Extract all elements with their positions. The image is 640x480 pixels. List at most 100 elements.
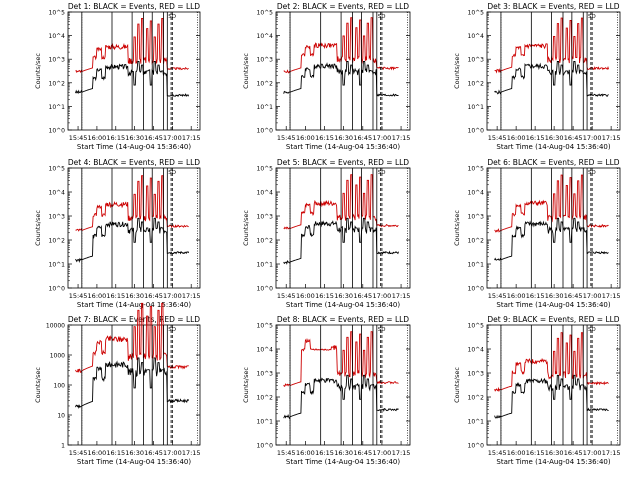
x-tick-label: 15:45 — [69, 292, 88, 300]
y-tick-label: 10^1 — [49, 262, 66, 269]
x-tick-label: 16:30 — [125, 292, 144, 300]
y-tick-label: 10^0 — [257, 128, 274, 135]
y-tick-label: 10^5 — [468, 10, 485, 17]
panel-title: Det 9: BLACK = Events, RED = LLD — [487, 315, 619, 324]
y-tick-label: 10^1 — [468, 104, 485, 111]
panel-title: Det 3: BLACK = Events, RED = LLD — [487, 2, 619, 11]
x-axis-label: Start Time (14-Aug-04 15:36:40) — [496, 143, 610, 151]
x-axis-label: Start Time (14-Aug-04 15:36:40) — [286, 458, 400, 466]
plot-frame — [275, 324, 411, 446]
x-tick-label: 15:45 — [488, 292, 507, 300]
x-tick-label: 16:15 — [526, 134, 545, 142]
x-tick-label: 17:15 — [392, 449, 411, 457]
y-tick-label: 100 — [54, 383, 66, 390]
plot-frame — [67, 167, 201, 289]
x-tick-label: 16:30 — [334, 449, 353, 457]
y-tick-label: 10^1 — [49, 104, 66, 111]
panel-title: Det 4: BLACK = Events, RED = LLD — [68, 158, 200, 167]
plot-frame — [486, 324, 621, 446]
y-tick-label: 10^2 — [257, 238, 274, 245]
panel-title: Det 8: BLACK = Events, RED = LLD — [277, 315, 409, 324]
x-tick-label: 16:15 — [106, 449, 125, 457]
x-tick-label: 17:00 — [583, 449, 602, 457]
x-tick-label: 17:00 — [373, 134, 392, 142]
y-axis-label: Counts/sec — [242, 367, 250, 403]
x-tick-label: 16:15 — [526, 449, 545, 457]
y-tick-label: 10^3 — [468, 57, 485, 64]
x-tick-label: 17:15 — [182, 134, 201, 142]
sd-marker-label: SD — [168, 14, 176, 20]
x-tick-label: 16:45 — [353, 449, 372, 457]
y-tick-label: 10^2 — [468, 395, 485, 402]
x-tick-label: 16:45 — [353, 134, 372, 142]
y-tick-label: 10^4 — [49, 190, 66, 197]
x-tick-label: 17:15 — [602, 134, 621, 142]
y-axis-label: Counts/sec — [453, 210, 461, 246]
y-axis-label: Counts/sec — [453, 53, 461, 89]
y-tick-label: 10^1 — [257, 262, 274, 269]
y-tick-label: 10^3 — [468, 371, 485, 378]
y-tick-label: 10^2 — [49, 80, 66, 87]
y-tick-label: 10^2 — [257, 80, 274, 87]
x-tick-label: 16:45 — [144, 449, 163, 457]
x-tick-label: 17:15 — [602, 292, 621, 300]
x-tick-label: 17:15 — [602, 449, 621, 457]
x-tick-label: 15:45 — [69, 449, 88, 457]
y-tick-label: 10^2 — [257, 395, 274, 402]
y-tick-label: 10^4 — [257, 33, 274, 40]
y-tick-label: 10^5 — [468, 166, 485, 173]
panel-title: Det 5: BLACK = Events, RED = LLD — [277, 158, 409, 167]
x-tick-label: 16:00 — [88, 134, 107, 142]
panel-title: Det 7: BLACK = Events, RED = LLD — [68, 315, 200, 324]
x-tick-label: 17:15 — [392, 292, 411, 300]
y-tick-label: 10^1 — [468, 419, 485, 426]
x-tick-label: 16:30 — [125, 449, 144, 457]
y-tick-label: 10000 — [46, 323, 65, 330]
x-tick-label: 16:30 — [125, 134, 144, 142]
x-tick-label: 16:15 — [106, 134, 125, 142]
x-tick-label: 17:00 — [163, 449, 182, 457]
y-tick-label: 10^3 — [257, 214, 274, 221]
x-tick-label: 16:15 — [315, 134, 334, 142]
x-tick-label: 17:00 — [583, 134, 602, 142]
x-tick-label: 16:45 — [564, 292, 583, 300]
x-tick-label: 16:00 — [296, 449, 315, 457]
plot-frame — [67, 11, 201, 131]
y-tick-label: 10^1 — [257, 104, 274, 111]
y-tick-label: 10^0 — [257, 286, 274, 293]
plot-frame — [275, 11, 411, 131]
y-tick-label: 10^1 — [468, 262, 485, 269]
y-tick-label: 10^3 — [468, 214, 485, 221]
x-axis-label: Start Time (14-Aug-04 15:36:40) — [286, 143, 400, 151]
y-tick-label: 10^0 — [257, 443, 274, 450]
x-tick-label: 16:45 — [564, 449, 583, 457]
plot-frame — [486, 11, 621, 131]
y-tick-label: 10^3 — [49, 214, 66, 221]
panel-title: Det 1: BLACK = Events, RED = LLD — [68, 2, 200, 11]
y-tick-label: 10^5 — [49, 10, 66, 17]
y-tick-label: 10^0 — [49, 286, 66, 293]
x-axis-label: Start Time (14-Aug-04 15:36:40) — [77, 143, 191, 151]
y-tick-label: 10^4 — [49, 33, 66, 40]
y-tick-label: 10^2 — [468, 238, 485, 245]
x-tick-label: 16:15 — [106, 292, 125, 300]
x-axis-label: Start Time (14-Aug-04 15:36:40) — [496, 301, 610, 309]
x-tick-label: 16:00 — [88, 449, 107, 457]
y-tick-label: 10^5 — [257, 10, 274, 17]
y-tick-label: 1000 — [50, 353, 65, 360]
x-axis-label: Start Time (14-Aug-04 15:36:40) — [286, 301, 400, 309]
y-axis-label: Counts/sec — [242, 53, 250, 89]
x-tick-label: 15:45 — [488, 449, 507, 457]
y-tick-label: 10^5 — [257, 323, 274, 330]
y-axis-label: Counts/sec — [34, 210, 42, 246]
x-tick-label: 16:15 — [526, 292, 545, 300]
x-tick-label: 16:00 — [296, 134, 315, 142]
y-tick-label: 10^3 — [257, 371, 274, 378]
x-tick-label: 16:45 — [564, 134, 583, 142]
x-tick-label: 16:30 — [545, 449, 564, 457]
y-tick-label: 10^0 — [49, 128, 66, 135]
x-tick-label: 16:30 — [545, 292, 564, 300]
y-tick-label: 10^4 — [468, 347, 485, 354]
x-tick-label: 16:30 — [334, 292, 353, 300]
